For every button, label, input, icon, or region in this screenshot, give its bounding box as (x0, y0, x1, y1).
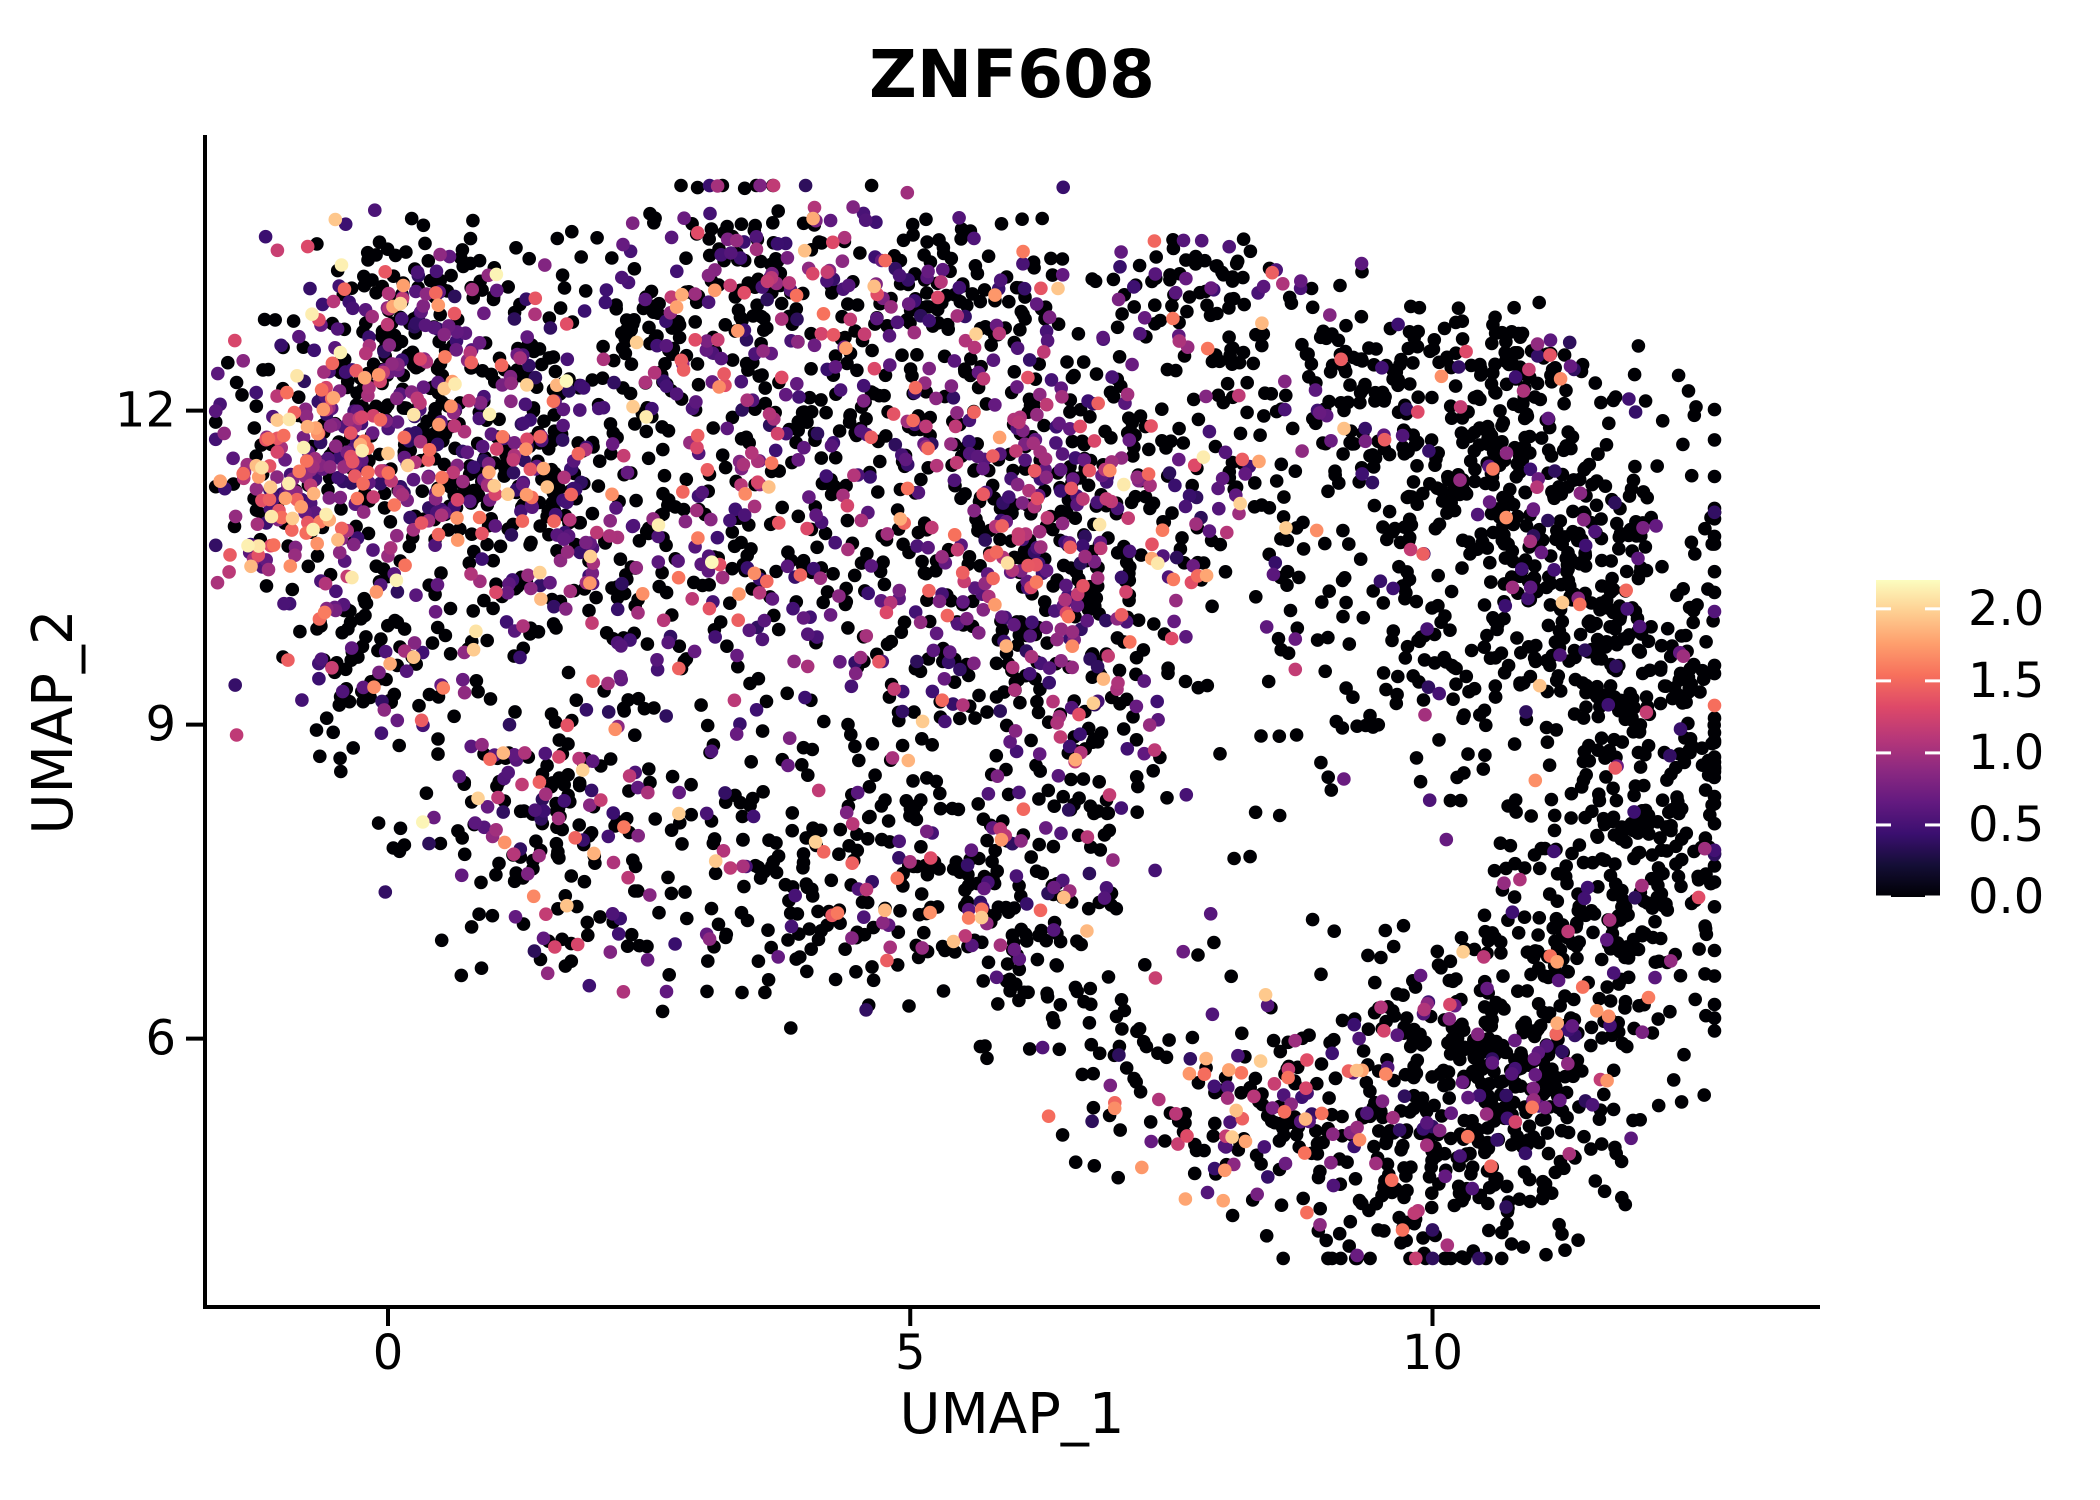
x-ticks: 0 5 10 (373, 1307, 1463, 1381)
y-axis-label: UMAP_2 (21, 609, 86, 834)
plot-title: ZNF608 (869, 36, 1155, 113)
colorbar (1876, 580, 1940, 897)
scatter-points (208, 178, 1722, 1266)
colorbar-ticks (1876, 607, 1940, 899)
x-axis-label: UMAP_1 (899, 1382, 1124, 1447)
colorbar-labels: 0.00.51.01.52.0 (1968, 581, 2044, 925)
